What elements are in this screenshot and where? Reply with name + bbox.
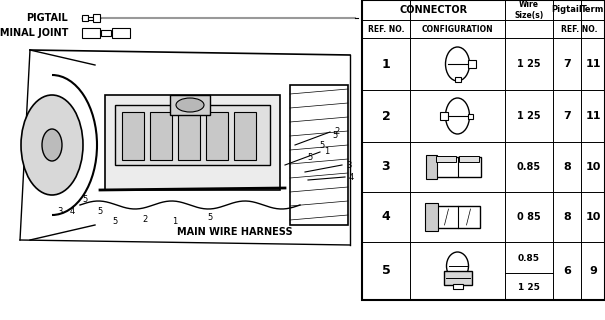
Text: 2: 2 xyxy=(142,215,148,225)
Text: 5: 5 xyxy=(208,213,212,222)
Bar xyxy=(453,284,462,289)
Text: 6: 6 xyxy=(563,266,571,276)
Text: 1: 1 xyxy=(382,58,390,70)
Text: 7: 7 xyxy=(563,59,571,69)
Text: 2: 2 xyxy=(382,109,390,123)
Bar xyxy=(468,60,476,68)
Text: 4: 4 xyxy=(382,211,390,223)
Bar xyxy=(170,95,210,115)
Text: Pigtail: Pigtail xyxy=(552,5,583,14)
Text: 2: 2 xyxy=(334,127,339,137)
Bar xyxy=(362,0,605,300)
Text: 7: 7 xyxy=(563,111,571,121)
Text: 8: 8 xyxy=(563,212,571,222)
Bar xyxy=(178,112,200,160)
Text: TERMINAL JOINT: TERMINAL JOINT xyxy=(0,28,68,38)
Text: 1: 1 xyxy=(172,218,178,227)
Text: 5: 5 xyxy=(82,196,88,204)
Bar xyxy=(436,156,456,162)
Bar xyxy=(443,271,471,285)
Text: MAIN WIRE HARNESS: MAIN WIRE HARNESS xyxy=(177,227,293,237)
Text: 11: 11 xyxy=(585,111,601,121)
Text: 10: 10 xyxy=(585,212,601,222)
Bar xyxy=(436,206,480,228)
Text: 5: 5 xyxy=(97,207,103,217)
Text: 1 25: 1 25 xyxy=(518,283,540,292)
Text: 10: 10 xyxy=(585,162,601,172)
Text: 0 85: 0 85 xyxy=(517,212,541,222)
Bar xyxy=(468,114,473,119)
Ellipse shape xyxy=(21,95,83,195)
Text: 1: 1 xyxy=(324,148,329,156)
Bar xyxy=(459,156,479,162)
Text: Wire
Size(s): Wire Size(s) xyxy=(514,0,544,20)
Text: 0.85: 0.85 xyxy=(517,162,541,172)
Bar xyxy=(150,112,172,160)
Bar xyxy=(101,30,111,36)
Bar xyxy=(206,112,228,160)
Bar xyxy=(425,155,436,179)
Text: 0.85: 0.85 xyxy=(518,254,540,263)
Text: CONNECTOR: CONNECTOR xyxy=(399,5,468,15)
Text: CONFIGURATION: CONFIGURATION xyxy=(422,25,493,34)
Bar xyxy=(234,112,256,160)
Text: Term: Term xyxy=(581,5,604,14)
Text: 1 25: 1 25 xyxy=(517,111,541,121)
Text: 9: 9 xyxy=(589,266,597,276)
Bar xyxy=(434,157,480,177)
Bar xyxy=(88,17,93,20)
Bar xyxy=(362,0,605,300)
Text: 8: 8 xyxy=(563,162,571,172)
Bar xyxy=(0,0,362,320)
Text: 5: 5 xyxy=(382,265,390,277)
Ellipse shape xyxy=(176,98,204,112)
Text: 5: 5 xyxy=(113,218,117,227)
Text: 3: 3 xyxy=(346,161,352,170)
Bar xyxy=(82,28,100,38)
Bar xyxy=(439,112,448,120)
Bar xyxy=(82,15,88,21)
Ellipse shape xyxy=(446,252,468,280)
Bar xyxy=(112,28,130,38)
Text: 4: 4 xyxy=(349,172,355,181)
Ellipse shape xyxy=(42,129,62,161)
Bar xyxy=(290,85,348,225)
Text: REF. NO.: REF. NO. xyxy=(561,25,597,34)
Text: PIGTAIL: PIGTAIL xyxy=(26,13,68,23)
Text: 3: 3 xyxy=(382,161,390,173)
Ellipse shape xyxy=(445,47,469,81)
Bar xyxy=(122,112,144,160)
Bar xyxy=(105,95,280,190)
Text: 4: 4 xyxy=(70,207,74,217)
Bar xyxy=(425,203,437,231)
Text: 3: 3 xyxy=(57,207,63,217)
Text: 5: 5 xyxy=(307,154,313,163)
Text: 5: 5 xyxy=(319,140,325,149)
Bar xyxy=(93,14,100,22)
Text: 5: 5 xyxy=(332,131,338,140)
Bar xyxy=(454,77,460,82)
Ellipse shape xyxy=(445,98,469,134)
Bar xyxy=(115,105,270,165)
Text: 11: 11 xyxy=(585,59,601,69)
Text: 1 25: 1 25 xyxy=(517,59,541,69)
Text: REF. NO.: REF. NO. xyxy=(368,25,404,34)
